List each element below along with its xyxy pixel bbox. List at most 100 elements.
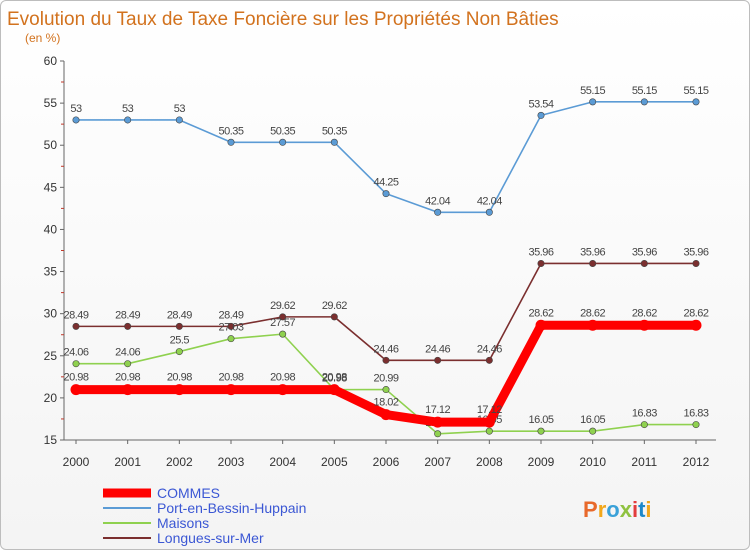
y-tick-label: 15 — [44, 433, 58, 447]
chart-title: Evolution du Taux de Taxe Foncière sur l… — [7, 9, 559, 30]
data-label: 55.15 — [632, 85, 657, 97]
data-point — [175, 348, 183, 356]
data-point — [279, 313, 287, 321]
x-tick-label: 2001 — [114, 455, 141, 469]
data-point — [382, 386, 390, 394]
legend: COMMESPort-en-Bessin-HuppainMaisonsLongu… — [103, 485, 306, 546]
data-label: 20.98 — [270, 372, 295, 384]
logo-letter: i — [632, 497, 638, 522]
data-point — [692, 421, 700, 429]
data-label: 55.15 — [683, 85, 708, 97]
data-point — [434, 356, 442, 364]
data-point — [434, 430, 442, 438]
data-label: 50.35 — [218, 125, 243, 137]
axes: 15 20 25 30 35 40 45 50 55 60 2000 2001 2002 2003 2004… — [44, 54, 716, 469]
data-point — [277, 384, 289, 396]
data-point — [279, 330, 287, 338]
data-point — [434, 208, 442, 216]
y-tick-label: 35 — [44, 265, 58, 279]
data-point — [279, 138, 287, 146]
logo-letter: t — [638, 497, 646, 522]
data-label: 25.5 — [170, 335, 190, 347]
x-tick-label: 2008 — [476, 455, 503, 469]
data-label: 35.96 — [683, 246, 708, 258]
y-tick-label: 20 — [44, 391, 58, 405]
data-label: 20.98 — [115, 372, 140, 384]
logo-letter: o — [606, 497, 619, 522]
data-point — [227, 322, 235, 330]
data-point — [432, 416, 444, 428]
series-commes: 20.98 20.98 20.98 20.98 20.98 20.98 18.02 17.12… — [63, 307, 709, 428]
y-tick-label: 45 — [44, 180, 58, 194]
data-label: 28.49 — [218, 309, 243, 321]
data-point — [380, 409, 392, 421]
x-tick-label: 2005 — [321, 455, 348, 469]
y-tick-label: 30 — [44, 307, 58, 321]
data-point — [175, 116, 183, 124]
y-tick-label: 60 — [44, 54, 58, 68]
data-label: 29.62 — [322, 300, 347, 312]
data-label: 35.96 — [528, 246, 553, 258]
data-label: 50.35 — [270, 125, 295, 137]
data-point — [535, 319, 547, 331]
data-point — [537, 259, 545, 267]
x-tick-label: 2006 — [373, 455, 400, 469]
data-label: 24.06 — [63, 347, 88, 359]
y-tick-label: 55 — [44, 96, 58, 110]
data-point — [589, 259, 597, 267]
data-label: 28.62 — [683, 307, 708, 319]
data-label: 28.49 — [115, 309, 140, 321]
x-tick-label: 2002 — [166, 455, 193, 469]
data-label: 35.96 — [580, 246, 605, 258]
data-point — [72, 360, 80, 368]
data-label: 27.03 — [218, 322, 243, 334]
logo-letter: r — [598, 497, 607, 522]
data-point — [124, 360, 132, 368]
data-label: 16.05 — [580, 414, 605, 426]
x-tick-label: 2010 — [579, 455, 606, 469]
data-point — [328, 384, 340, 396]
data-point — [589, 427, 597, 435]
data-label: 50.35 — [322, 125, 347, 137]
data-point — [72, 116, 80, 124]
proxiti-logo: Proxiti — [583, 497, 652, 522]
legend-label: Port-en-Bessin-Huppain — [157, 500, 306, 516]
data-label: 44.25 — [373, 177, 398, 189]
chart-subtitle: (en %) — [25, 31, 60, 45]
legend-label: Maisons — [157, 515, 209, 531]
data-point — [690, 319, 702, 331]
data-point — [589, 98, 597, 106]
logo-letter: i — [645, 497, 651, 522]
y-tick-label: 50 — [44, 138, 58, 152]
data-point — [537, 111, 545, 119]
data-point — [330, 313, 338, 321]
legend-label: COMMES — [157, 485, 220, 501]
series-maisons: 24.0624.0625.527.0327.5720.9820.9915.741… — [63, 317, 709, 438]
data-label: 29.62 — [270, 300, 295, 312]
data-label: 20.99 — [373, 373, 398, 385]
data-label: 53.54 — [528, 98, 553, 110]
data-label: 28.49 — [63, 309, 88, 321]
data-point — [122, 384, 134, 396]
y-tick-label: 40 — [44, 222, 58, 236]
data-label: 28.62 — [528, 307, 553, 319]
data-point — [587, 319, 599, 331]
data-label: 20.98 — [322, 372, 347, 384]
data-point — [537, 427, 545, 435]
series-layer: 53 53 53 50.35 50.35 50.35 44.25 42.04 42.04 53.5… — [63, 85, 709, 438]
x-tick-label: 2011 — [631, 455, 657, 469]
data-label: 42.04 — [425, 195, 450, 207]
x-tick-label: 2007 — [424, 455, 451, 469]
series-longues-sur-mer: 28.49 28.49 28.49 28.49 29.62 29.62 24.46 24.46… — [63, 246, 709, 364]
data-point — [173, 384, 185, 396]
data-point — [70, 384, 82, 396]
data-point — [485, 356, 493, 364]
data-label: 17.12 — [477, 404, 502, 416]
data-label: 16.05 — [528, 414, 553, 426]
data-point — [382, 356, 390, 364]
y-tick-label: 25 — [44, 349, 58, 363]
data-label: 55.15 — [580, 85, 605, 97]
data-point — [72, 322, 80, 330]
